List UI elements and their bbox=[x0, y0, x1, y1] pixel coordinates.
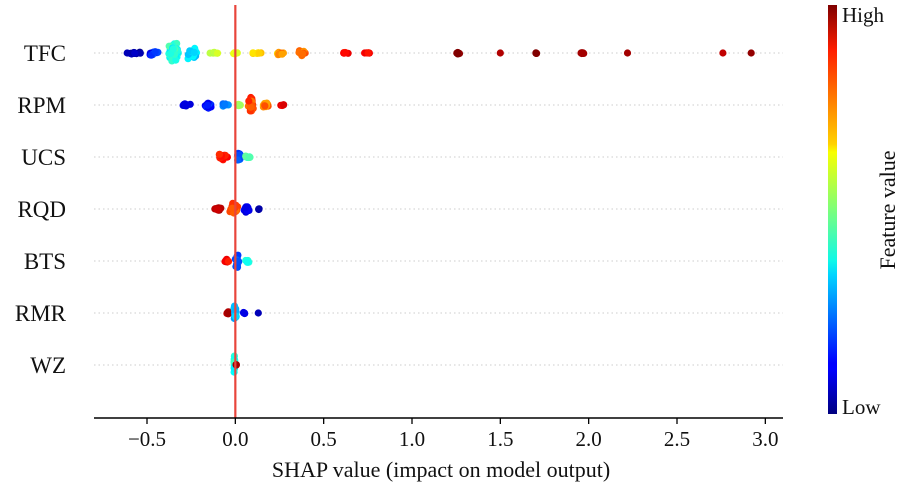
shap-point-tfc bbox=[190, 48, 198, 57]
shap-point-tfc bbox=[151, 48, 159, 56]
shap-points bbox=[123, 39, 755, 376]
x-tick-label: −0.5 bbox=[128, 427, 166, 451]
shap-point-rpm bbox=[204, 101, 212, 109]
shap-point-rqd bbox=[213, 206, 221, 214]
shap-point-tfc bbox=[255, 49, 263, 57]
x-tick-label: 2.5 bbox=[664, 427, 690, 451]
shap-point-rqd bbox=[255, 205, 263, 213]
shap-point-tfc bbox=[364, 49, 372, 57]
feature-label-rmr: RMR bbox=[15, 301, 67, 326]
shap-point-tfc bbox=[342, 49, 350, 57]
colorbar-low-label: Low bbox=[842, 395, 881, 419]
shap-point-tfc bbox=[169, 45, 177, 53]
shap-point-rpm bbox=[261, 102, 269, 110]
shap-point-rmr bbox=[254, 309, 262, 317]
feature-label-tfc: TFC bbox=[24, 41, 66, 66]
x-axis-title: SHAP value (impact on model output) bbox=[272, 457, 610, 482]
shap-point-tfc bbox=[278, 50, 286, 58]
colorbar-title: Feature value bbox=[875, 150, 900, 269]
shap-point-rpm bbox=[221, 101, 229, 109]
shap-point-tfc bbox=[298, 50, 307, 58]
shap-point-tfc bbox=[719, 49, 727, 57]
x-tick-label: 0.0 bbox=[222, 427, 248, 451]
shap-point-rpm bbox=[279, 101, 288, 109]
shap-point-tfc bbox=[136, 49, 144, 57]
x-tick-label: 1.5 bbox=[487, 427, 513, 451]
shap-point-tfc bbox=[249, 49, 257, 57]
shap-point-tfc bbox=[131, 49, 139, 57]
feature-label-bts: BTS bbox=[24, 249, 66, 274]
shap-point-rqd bbox=[228, 204, 236, 212]
shap-point-rpm bbox=[235, 101, 244, 109]
shap-point-tfc bbox=[532, 49, 540, 57]
shap-point-bts bbox=[243, 258, 251, 266]
colorbar-high-label: High bbox=[842, 3, 885, 27]
shap-point-tfc bbox=[454, 50, 462, 58]
shap-point-tfc bbox=[172, 56, 180, 64]
shap-point-ucs bbox=[246, 153, 254, 161]
shap-point-tfc bbox=[623, 49, 632, 57]
feature-label-rpm: RPM bbox=[17, 93, 66, 118]
shap-point-rpm bbox=[245, 97, 253, 105]
shap-point-bts bbox=[224, 257, 233, 265]
x-tick-label: 0.5 bbox=[311, 427, 337, 451]
colorbar bbox=[828, 5, 837, 414]
feature-label-rqd: RQD bbox=[17, 197, 66, 222]
feature-gridlines bbox=[94, 52, 783, 366]
x-tick-label: 2.0 bbox=[576, 427, 602, 451]
feature-labels: TFC RPM UCS RQD BTS RMR WZ bbox=[15, 41, 67, 378]
shap-point-rmr bbox=[224, 309, 232, 317]
x-axis-ticks: −0.5 0.0 0.5 1.0 1.5 2.0 2.5 3.0 bbox=[128, 418, 778, 451]
shap-point-ucs bbox=[216, 150, 224, 158]
x-tick-label: 3.0 bbox=[752, 427, 778, 451]
shap-point-rpm bbox=[183, 101, 191, 109]
feature-label-wz: WZ bbox=[30, 353, 66, 378]
shap-point-tfc bbox=[577, 49, 585, 57]
shap-point-tfc bbox=[123, 49, 131, 57]
x-tick-label: 1.0 bbox=[399, 427, 425, 451]
shap-point-rqd bbox=[242, 204, 250, 212]
shap-point-tfc bbox=[496, 49, 504, 57]
shap-point-tfc bbox=[747, 49, 755, 57]
shap-point-rmr bbox=[239, 308, 248, 317]
shap-point-rpm bbox=[247, 103, 255, 111]
feature-label-ucs: UCS bbox=[21, 145, 66, 170]
shap-point-tfc bbox=[213, 49, 222, 57]
